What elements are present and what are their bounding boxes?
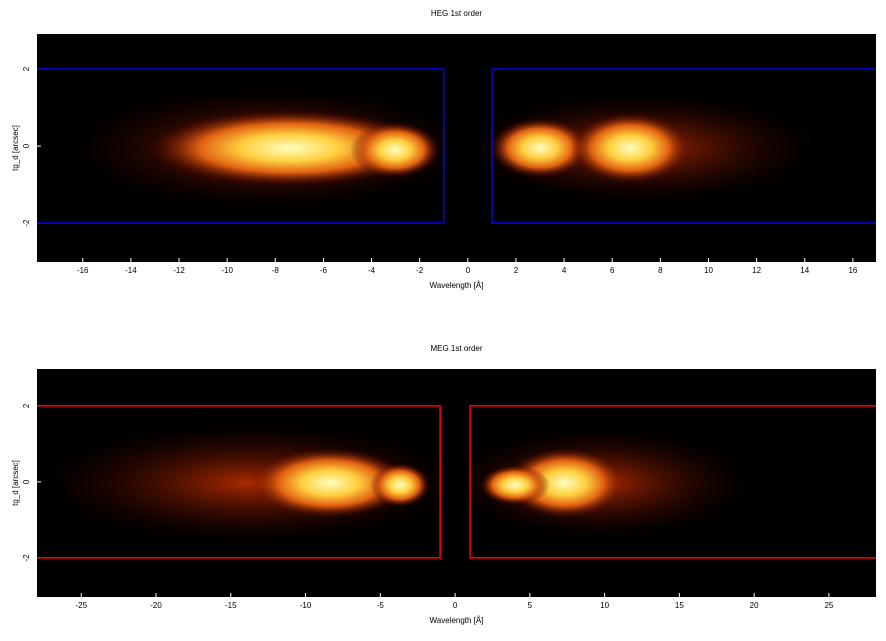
regions (37, 68, 876, 224)
x-axis-label: Wavelength [Å] (430, 616, 484, 625)
y-axis-label: tg_d [arcsec] (11, 125, 20, 171)
y-tick-label: 0 (22, 479, 31, 484)
chart-title: MEG 1st order (430, 344, 482, 353)
x-tick-label: -4 (368, 266, 376, 275)
x-tick-label: 14 (800, 266, 809, 275)
x-tick-label: 15 (675, 601, 684, 610)
x-tick-label: -10 (300, 601, 312, 610)
x-tick-label: 16 (848, 266, 857, 275)
y-tick-label: -2 (22, 554, 31, 562)
x-tick-label: -10 (221, 266, 233, 275)
y-tick-label: 2 (22, 66, 31, 71)
extraction-region (491, 68, 876, 224)
x-tick-label: 0 (453, 601, 458, 610)
x-axis-label: Wavelength [Å] (430, 281, 484, 290)
heat-image (40, 423, 750, 543)
x-tick-label: 6 (610, 266, 615, 275)
y-axis-label: tg_d [arcsec] (11, 460, 20, 506)
x-tick-label: -12 (173, 266, 185, 275)
x-tick-label: 5 (528, 601, 533, 610)
x-tick-label: -6 (320, 266, 328, 275)
x-tick-label: -5 (377, 601, 385, 610)
x-tick-label: -2 (416, 266, 424, 275)
chart-title: HEG 1st order (431, 9, 482, 18)
extraction-region (37, 68, 445, 224)
x-tick-label: -16 (77, 266, 89, 275)
x-tick-label: 2 (514, 266, 519, 275)
regions (37, 405, 876, 559)
y-tick-label: -2 (22, 219, 31, 227)
y-tick-label: 2 (22, 403, 31, 408)
x-tick-label: 25 (824, 601, 833, 610)
x-tick-label: 12 (752, 266, 761, 275)
x-tick-label: -25 (75, 601, 87, 610)
y-tick-label: 0 (22, 143, 31, 148)
x-tick-label: -14 (125, 266, 137, 275)
extraction-region (469, 405, 876, 559)
x-tick-label: -20 (150, 601, 162, 610)
x-tick-label: 4 (562, 266, 567, 275)
x-tick-label: -8 (272, 266, 280, 275)
x-tick-label: 0 (466, 266, 471, 275)
x-tick-label: 10 (600, 601, 609, 610)
x-tick-label: -15 (225, 601, 237, 610)
x-tick-label: 10 (704, 266, 713, 275)
x-tick-label: 20 (750, 601, 759, 610)
heat-image (70, 88, 820, 208)
extraction-region (37, 405, 441, 559)
x-tick-label: 8 (658, 266, 663, 275)
